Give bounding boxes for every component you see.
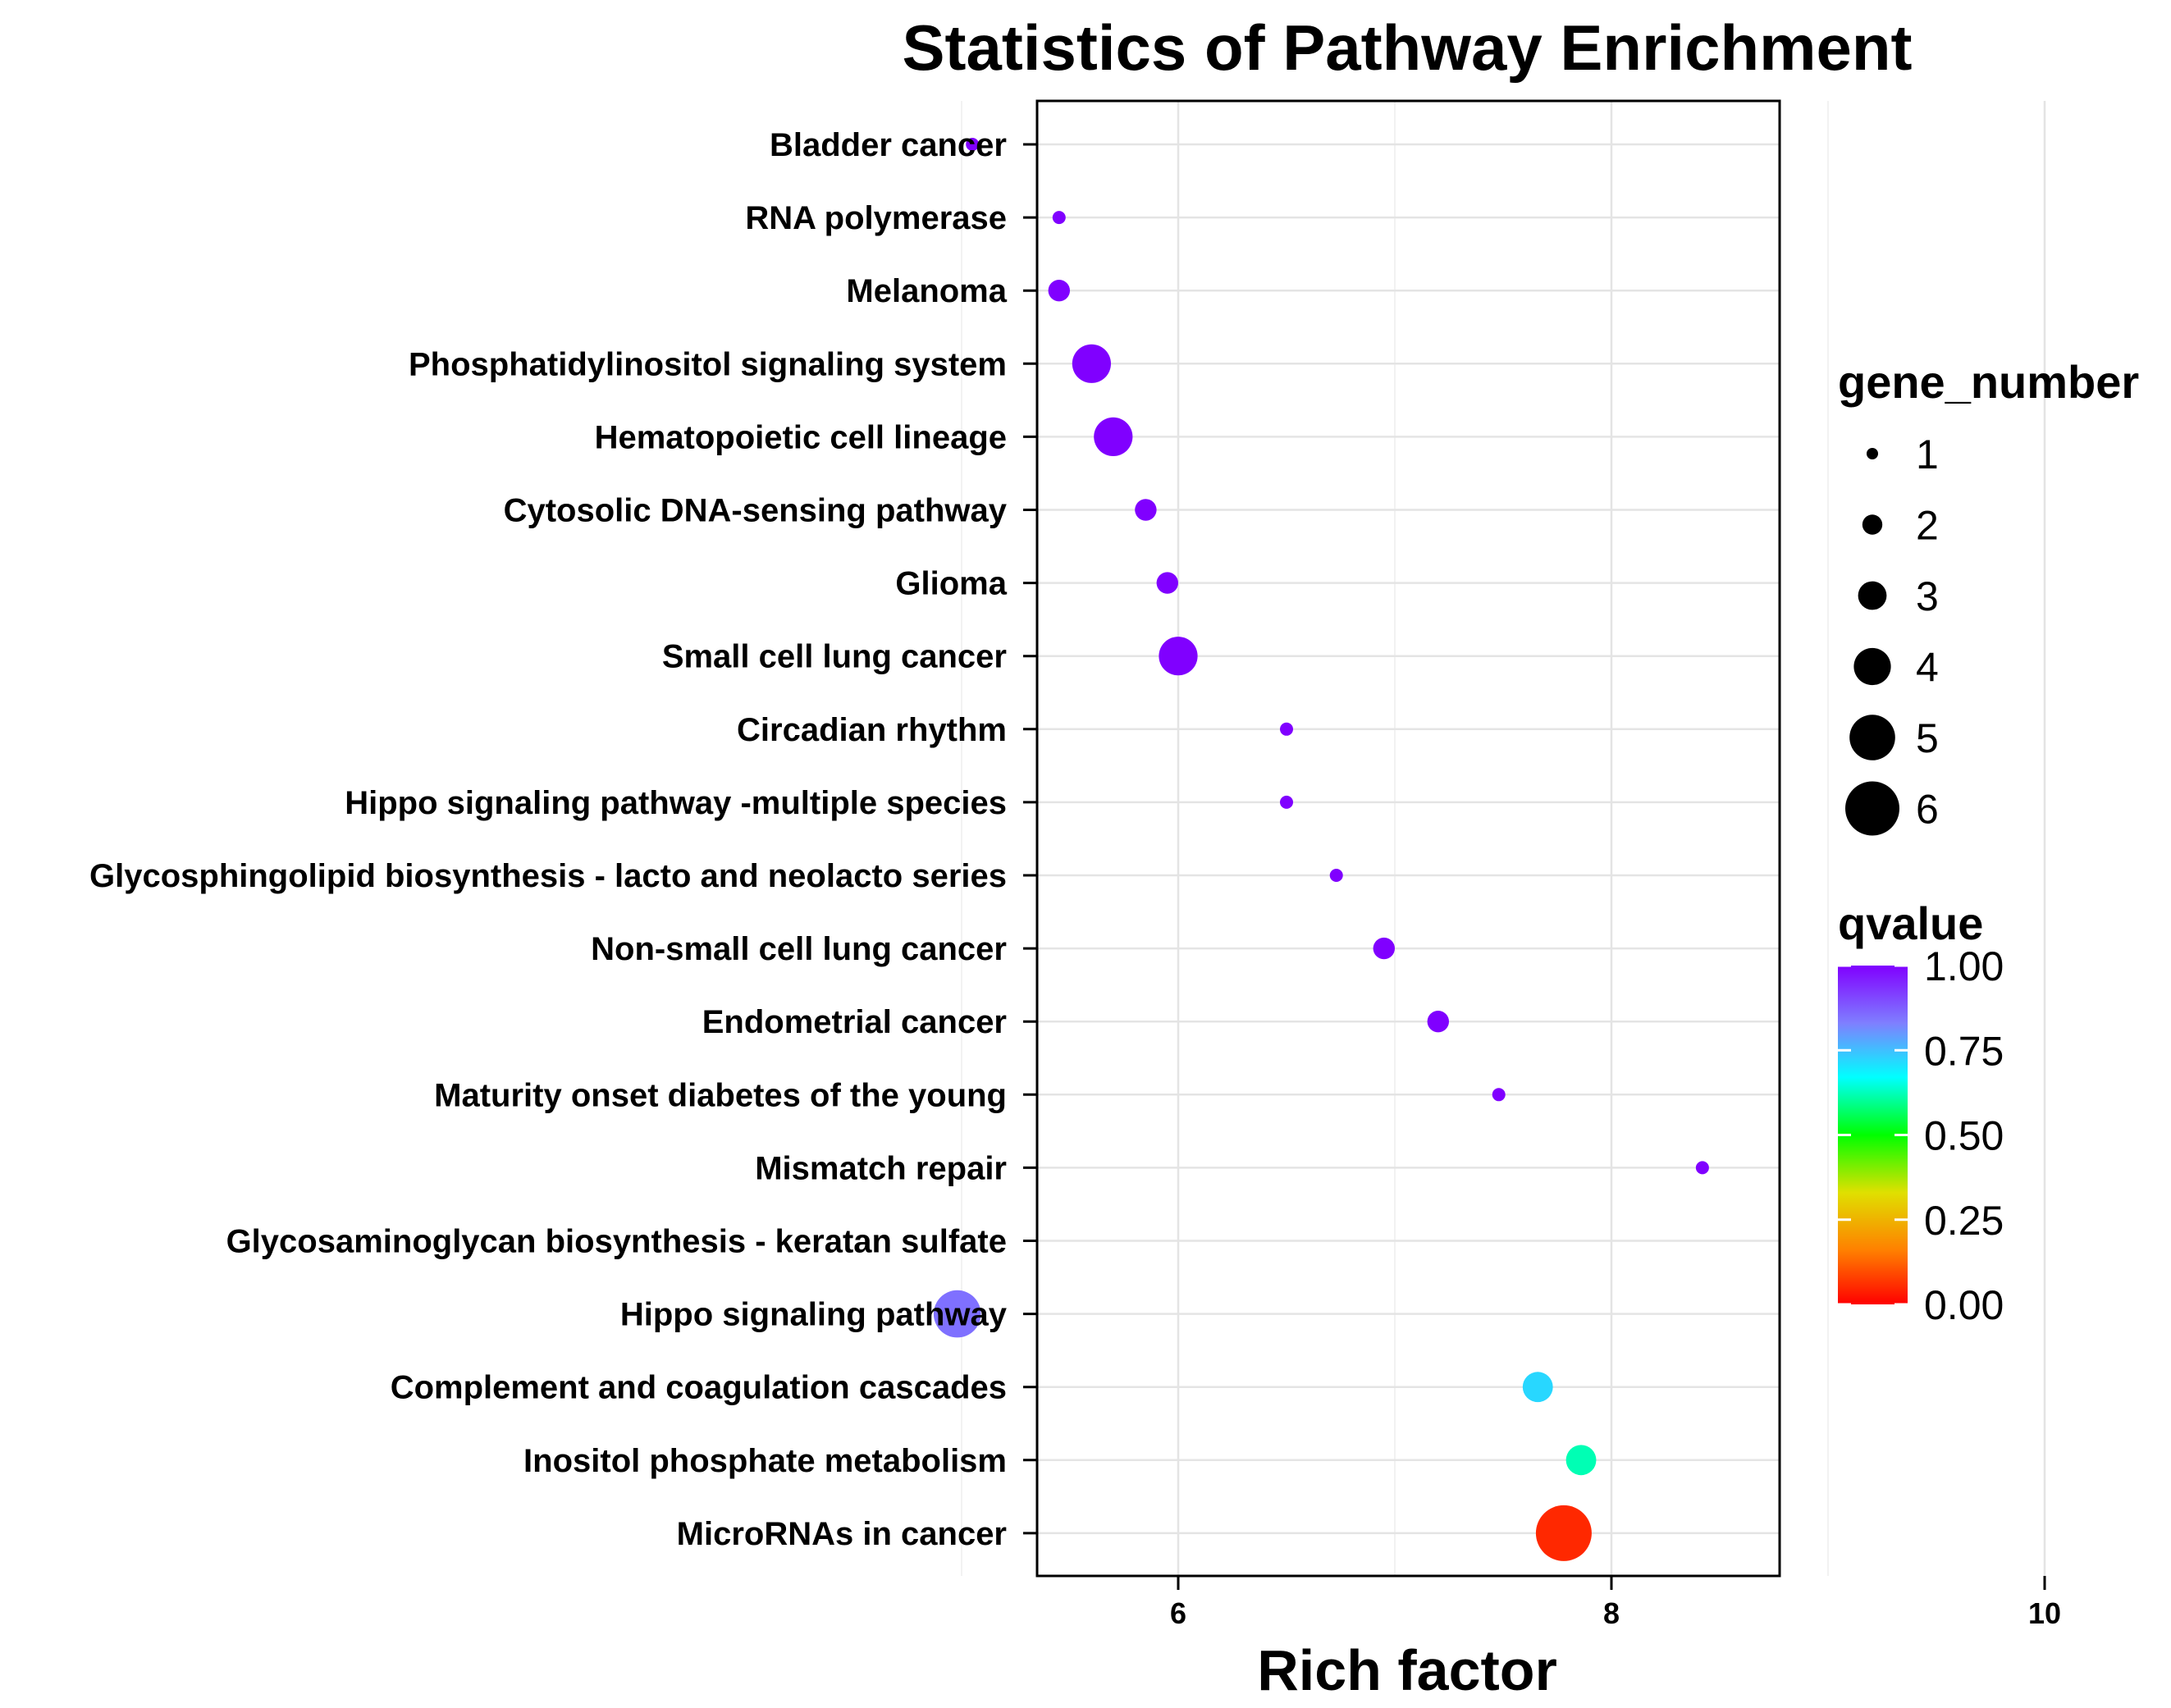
colorbar-tick-label: 1.00 [1924,943,2004,989]
data-points [933,138,1709,1561]
colorbar-tick-label: 0.00 [1924,1282,2004,1328]
y-tick-label: MicroRNAs in cancer [677,1516,1007,1552]
chart-title: Statistics of Pathway Enrichment [903,11,1913,84]
colorbar-tick-label: 0.50 [1924,1113,2004,1159]
size-legend-key [1849,715,1895,760]
y-tick-label: Hippo signaling pathway -multiple specie… [345,785,1007,821]
size-legend-label: 1 [1916,432,1939,477]
y-axis: Bladder cancer RNA polymerase Melanoma Phos… [89,127,1037,1552]
x-axis: 6 8 10 [1170,1576,2061,1630]
data-point [1373,937,1396,960]
y-tick-label: Glycosphingolipid biosynthesis - lacto a… [89,858,1007,894]
y-tick-label: Mismatch repair [755,1150,1007,1186]
y-tick-label: Cytosolic DNA-sensing pathway [504,493,1008,529]
size-legend-title: gene_number [1838,356,2139,408]
y-tick-label: Maturity onset diabetes of the young [434,1077,1007,1113]
data-point [1280,722,1293,736]
size-legend: gene_number 1 2 3 4 5 6 [1838,356,2139,836]
size-legend-key [1867,448,1878,459]
y-tick-label: Hematopoietic cell lineage [595,419,1007,455]
y-tick-label: RNA polymerase [745,200,1007,236]
x-tick-label: 6 [1170,1596,1186,1630]
colorbar-tick-label: 0.25 [1924,1198,2004,1244]
color-legend-title: qvalue [1838,897,1983,949]
y-tick-label: Endometrial cancer [702,1004,1007,1040]
data-point [1565,1445,1597,1476]
data-point [1052,211,1066,225]
y-tick-label: Inositol phosphate metabolism [523,1443,1007,1479]
grid-lines [961,101,2046,1576]
x-tick-label: 10 [2028,1596,2061,1630]
x-axis-label: Rich factor [1257,1638,1557,1702]
data-point [1159,637,1198,676]
data-point [1492,1088,1506,1102]
data-point [1135,499,1157,521]
y-tick-label: Phosphatidylinositol signaling system [409,346,1007,382]
x-tick-label: 8 [1603,1596,1620,1630]
data-point [1156,572,1179,594]
plot-panel [1037,101,1780,1576]
y-tick-label: Glycosaminoglycan biosynthesis - keratan… [226,1224,1007,1260]
y-tick-label: Melanoma [846,273,1007,309]
size-legend-key [1862,514,1883,535]
size-legend-label: 3 [1916,573,1939,619]
data-point [1048,280,1071,302]
data-point [1094,417,1133,456]
data-point [1522,1372,1553,1403]
y-tick-label: Small cell lung cancer [662,639,1007,675]
y-tick-label: Glioma [895,566,1007,602]
size-legend-label: 6 [1916,787,1939,833]
data-point [933,1290,981,1338]
size-legend-label: 5 [1916,715,1939,761]
data-point [1535,1505,1592,1561]
y-tick-label: Circadian rhythm [737,712,1007,748]
data-point [1329,869,1343,882]
size-legend-key [1853,647,1891,686]
y-tick-label: Non-small cell lung cancer [591,931,1007,967]
size-legend-key [1845,781,1899,836]
data-point [1427,1011,1450,1033]
y-tick-label: Hippo signaling pathway [620,1297,1008,1333]
colorbar-tick-label: 0.75 [1924,1028,2004,1074]
size-legend-label: 4 [1916,645,1939,691]
plot-border [1035,99,1781,1578]
data-point [1695,1161,1709,1175]
size-legend-key [1858,581,1887,610]
data-point [1280,795,1293,809]
y-tick-label: Bladder cancer [770,127,1007,163]
data-point [966,138,980,151]
size-legend-label: 2 [1916,503,1939,549]
color-legend: qvalue 1.00 0.75 0.50 0.25 0.00 [1838,897,2004,1328]
data-point [1072,344,1111,383]
y-tick-label: Complement and coagulation cascades [391,1370,1007,1406]
